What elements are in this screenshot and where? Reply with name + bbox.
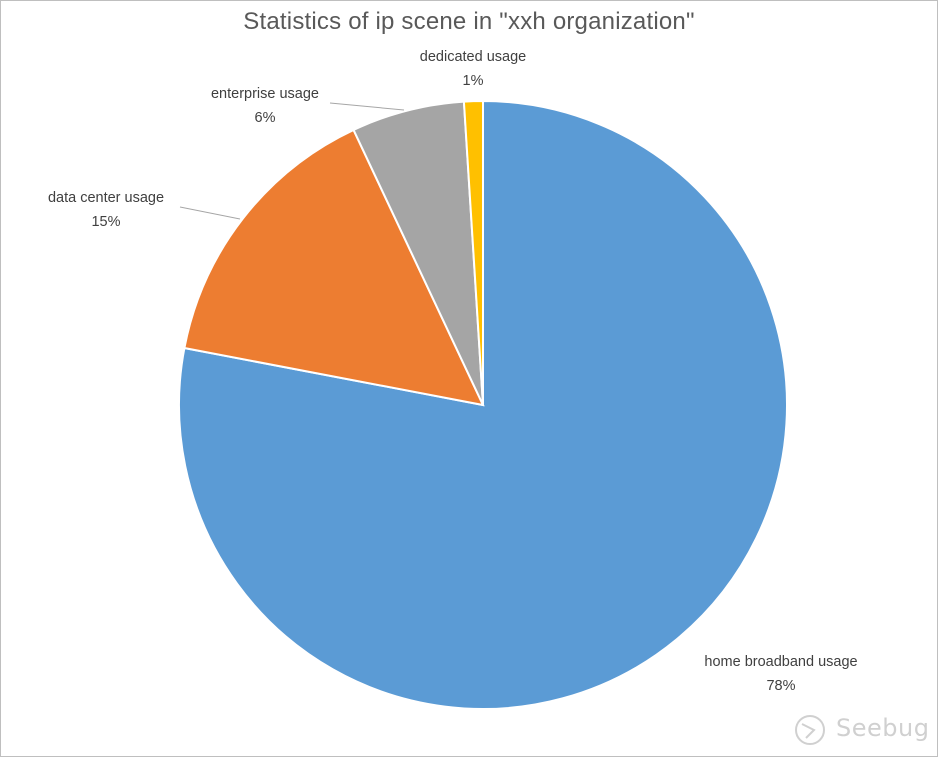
slice-category-label: enterprise usage (211, 86, 319, 102)
chart-title: Statistics of ip scene in "xxh organizat… (243, 8, 695, 35)
leader-line (329, 102, 405, 111)
slice-category-label: data center usage (48, 190, 164, 206)
slice-percent-label: 6% (255, 110, 276, 126)
slice-percent-label: 1% (463, 73, 484, 89)
leader-lines (179, 102, 405, 220)
slice-labels: home broadband usage 78% data center usage… (48, 49, 858, 694)
pie-slices (178, 99, 788, 710)
slice-percent-label: 78% (766, 678, 795, 694)
watermark-text: Seebug (836, 714, 930, 742)
pie-slice-data-center-usage (183, 128, 485, 407)
slice-category-label: dedicated usage (420, 49, 526, 65)
seebug-logo-icon (795, 715, 825, 745)
pie-slice-dedicated-usage (462, 99, 484, 406)
slice-category-label: home broadband usage (704, 654, 857, 670)
leader-line (179, 206, 241, 220)
slice-percent-label: 15% (91, 214, 120, 230)
